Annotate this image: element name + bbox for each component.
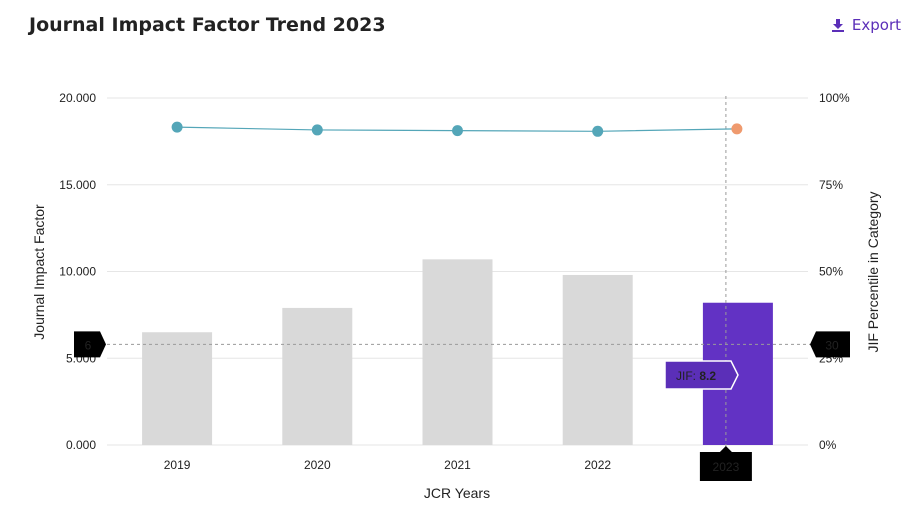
x-axis-title: JCR Years: [424, 485, 490, 501]
crosshair-left-label-box: [74, 331, 106, 358]
chart-title: Journal Impact Factor Trend 2023: [29, 14, 386, 36]
y2-tick-label: 50%: [819, 265, 843, 279]
x-tick-label: 2022: [584, 458, 611, 472]
download-icon: [831, 18, 844, 32]
bar-2019[interactable]: [142, 332, 213, 445]
y-tick-label: 10.000: [59, 265, 96, 279]
bar-2022[interactable]: [562, 274, 633, 445]
crosshair-right-label-box: [810, 331, 850, 358]
jif-tooltip: [664, 360, 739, 390]
y-axis-title: Journal Impact Factor: [31, 204, 47, 340]
bar-2021[interactable]: [422, 259, 493, 445]
x-tick-label: 2019: [164, 458, 191, 472]
crosshair-x-label-box: [699, 446, 752, 481]
y-tick-label: 20.000: [59, 91, 96, 105]
x-tick-label: 2020: [304, 458, 331, 472]
percentile-point-2019[interactable]: [171, 121, 183, 133]
jif-tooltip-text: JIF: 8.2: [676, 369, 716, 383]
percentile-point-2021[interactable]: [452, 125, 463, 137]
y-tick-label: 15.000: [59, 178, 96, 192]
y2-axis-title: JIF Percentile in Category: [865, 191, 881, 352]
crosshair-x-label: 2023: [713, 460, 740, 474]
x-tick-label: 2021: [444, 458, 471, 472]
export-label: Export: [851, 16, 901, 34]
crosshair-left-label: 6: [85, 338, 92, 352]
y2-tick-label: 100%: [819, 91, 850, 105]
percentile-point-2020[interactable]: [311, 124, 323, 136]
crosshair-right-label: 30: [825, 338, 839, 352]
bar-2020[interactable]: [282, 307, 353, 445]
export-button[interactable]: Export: [831, 16, 901, 34]
y2-tick-label: 75%: [819, 178, 843, 192]
percentile-point-2023[interactable]: [731, 123, 743, 135]
percentile-point-2022[interactable]: [592, 125, 604, 137]
y2-tick-label: 0%: [819, 438, 837, 452]
y-tick-label: 0.000: [66, 438, 96, 452]
